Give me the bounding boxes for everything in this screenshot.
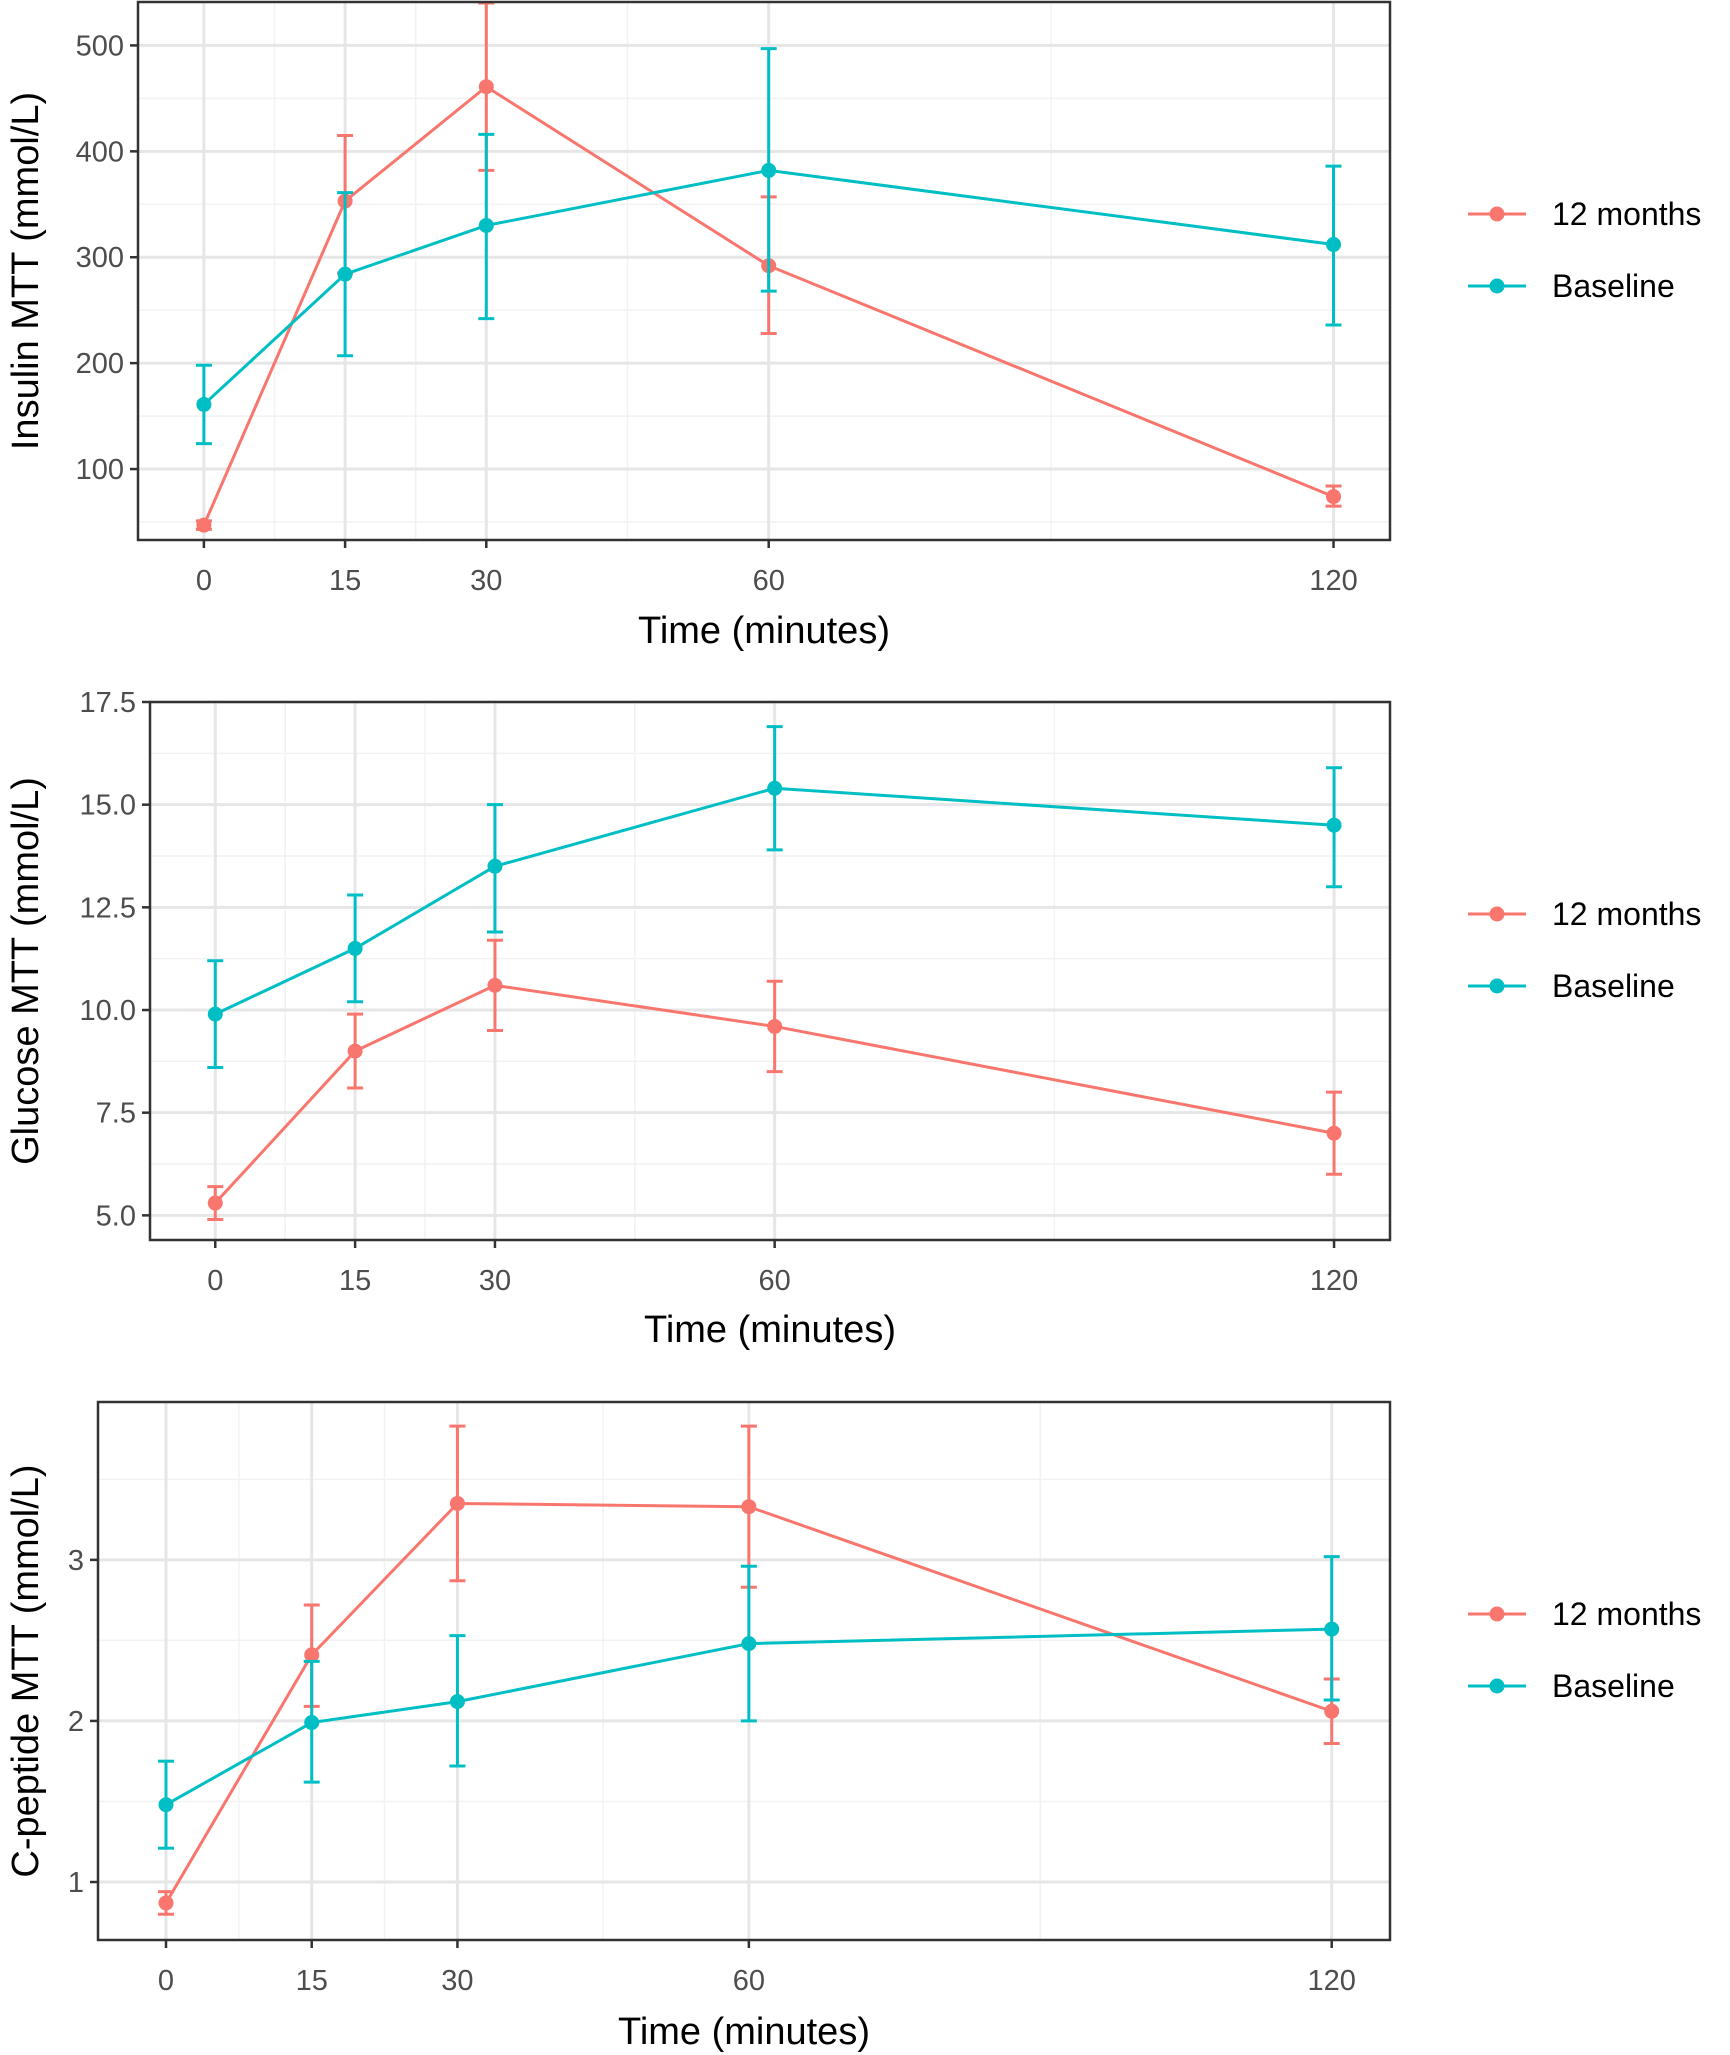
plot-border: [136, 0, 1392, 542]
data-point: [347, 1043, 363, 1059]
data-point: [761, 162, 777, 178]
data-point: [196, 517, 212, 533]
data-point: [158, 1895, 174, 1911]
x-tick-label: 30: [479, 1265, 511, 1297]
y-tick-label: 12.5: [80, 892, 136, 924]
y-tick-label: 400: [76, 136, 124, 168]
data-point: [449, 1495, 465, 1511]
x-tick-label: 120: [1310, 1265, 1358, 1297]
series-12-months: [207, 938, 1343, 1221]
data-point: [487, 977, 503, 993]
x-axis-title: Time (minutes): [644, 1309, 896, 1351]
data-point: [304, 1647, 320, 1663]
data-point: [1326, 817, 1342, 833]
y-tick-label: 5.0: [96, 1200, 136, 1232]
data-point: [1324, 1703, 1340, 1719]
y-tick-label: 15.0: [80, 790, 136, 822]
y-tick-label: 2: [68, 1706, 84, 1738]
y-tick-label: 300: [76, 242, 124, 274]
legend: 12 months Baseline: [1468, 196, 1701, 304]
legend-key-point: [1489, 278, 1505, 294]
y-tick-label: 10.0: [80, 995, 136, 1027]
x-axis-title: Time (minutes): [638, 610, 890, 652]
y-tick-label: 1: [68, 1867, 84, 1899]
legend-label: Baseline: [1552, 968, 1675, 1004]
legend-label: 12 months: [1552, 896, 1701, 932]
data-point: [767, 780, 783, 796]
x-tick-label: 60: [753, 565, 785, 597]
data-point: [478, 79, 494, 95]
legend-label: 12 months: [1552, 196, 1701, 232]
x-tick-label: 15: [339, 1265, 371, 1297]
plot-border: [96, 1400, 1392, 1942]
y-tick-label: 7.5: [96, 1098, 136, 1130]
data-point: [1324, 1621, 1340, 1637]
y-axis-title: Glucose MTT (mmol/L): [5, 777, 47, 1165]
legend-key-point: [1489, 1678, 1505, 1694]
data-point: [304, 1715, 320, 1731]
x-tick-label: 0: [207, 1265, 223, 1297]
data-point: [487, 858, 503, 874]
x-tick-label: 60: [733, 1965, 765, 1997]
data-point: [741, 1636, 757, 1652]
legend-label: Baseline: [1552, 268, 1675, 304]
data-point: [1326, 1125, 1342, 1141]
y-tick-label: 100: [76, 454, 124, 486]
legend-key-point: [1489, 978, 1505, 994]
x-tick-label: 120: [1309, 565, 1357, 597]
series-baseline: [158, 1555, 1340, 1850]
data-point: [741, 1499, 757, 1515]
series-12-months: [158, 1424, 1340, 1916]
legend: 12 months Baseline: [1468, 1596, 1701, 1704]
x-tick-label: 60: [759, 1265, 791, 1297]
y-axis-title: Insulin MTT (mmol/L): [5, 92, 47, 450]
y-axis-title: C-peptide MTT (mmol/L): [5, 1464, 47, 1877]
plot-background: [98, 1402, 1390, 1940]
series-12-months: [195, 1, 1342, 533]
data-point: [767, 1018, 783, 1034]
series-baseline: [195, 47, 1342, 446]
legend-key-point: [1489, 206, 1505, 222]
data-point: [478, 217, 494, 233]
data-point: [449, 1694, 465, 1710]
series-baseline: [207, 725, 1343, 1070]
chart-panel-1: 100 200 300 400 500 0 15 30 60 120 Time (minutes) I…: [5, 0, 1701, 652]
x-tick-label: 120: [1308, 1965, 1356, 1997]
x-tick-label: 0: [158, 1965, 174, 1997]
x-axis-title: Time (minutes): [618, 2011, 870, 2053]
chart-panel-2: 5.0 7.5 10.0 12.5 15.0 17.5 0 15 30 60 120 Time (mi…: [5, 687, 1701, 1351]
data-point: [337, 266, 353, 282]
data-point: [207, 1195, 223, 1211]
data-point: [196, 396, 212, 412]
data-point: [1326, 489, 1342, 505]
data-point: [158, 1797, 174, 1813]
data-point: [1326, 237, 1342, 253]
y-tick-label: 500: [76, 30, 124, 62]
data-point: [347, 940, 363, 956]
y-tick-label: 3: [68, 1545, 84, 1577]
legend-key-point: [1489, 906, 1505, 922]
legend-label: 12 months: [1552, 1596, 1701, 1632]
y-tick-label: 200: [76, 348, 124, 380]
x-tick-label: 15: [296, 1965, 328, 1997]
legend-label: Baseline: [1552, 1668, 1675, 1704]
plot-border: [148, 700, 1392, 1242]
legend-key-point: [1489, 1606, 1505, 1622]
x-tick-label: 0: [196, 565, 212, 597]
legend: 12 months Baseline: [1468, 896, 1701, 1004]
x-tick-label: 30: [441, 1965, 473, 1997]
data-point: [207, 1006, 223, 1022]
y-tick-label: 17.5: [80, 687, 136, 719]
x-tick-label: 15: [329, 565, 361, 597]
x-tick-label: 30: [470, 565, 502, 597]
